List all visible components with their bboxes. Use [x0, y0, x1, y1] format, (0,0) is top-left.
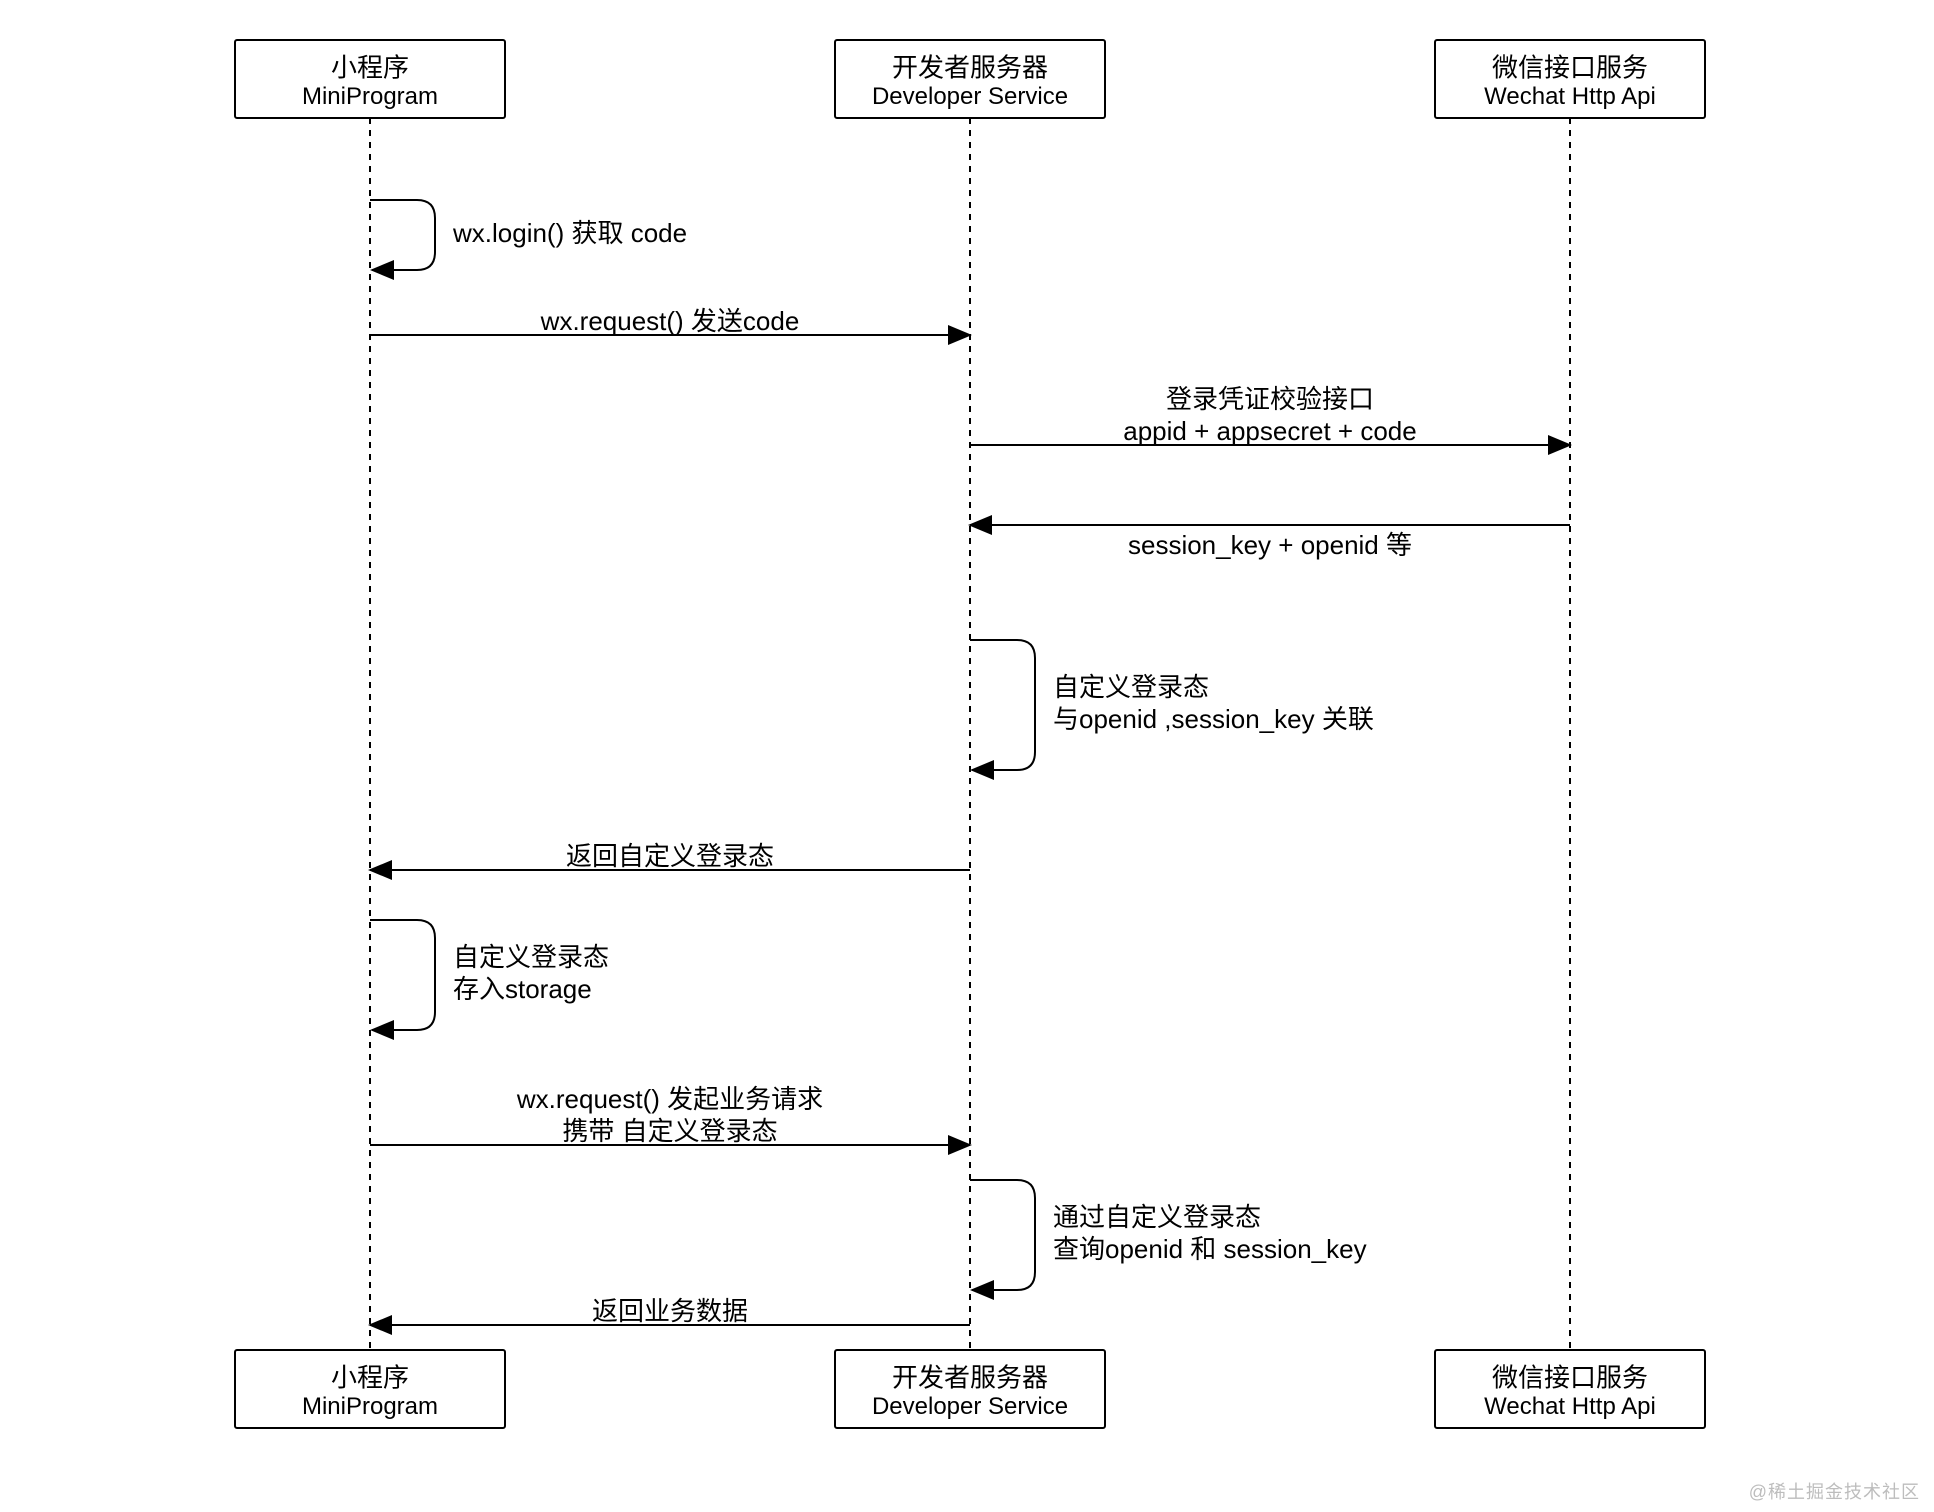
svg-text:查询openid 和 session_key: 查询openid 和 session_key	[1053, 1234, 1367, 1264]
svg-text:Developer Service: Developer Service	[872, 1393, 1068, 1420]
svg-text:存入storage: 存入storage	[453, 974, 592, 1004]
svg-text:返回自定义登录态: 返回自定义登录态	[566, 841, 774, 871]
svg-text:Wechat Http Api: Wechat Http Api	[1484, 83, 1656, 110]
sequence-diagram: 小程序MiniProgram开发者服务器Developer Service微信接…	[0, 0, 1934, 1512]
svg-text:微信接口服务: 微信接口服务	[1492, 1363, 1648, 1393]
svg-text:自定义登录态: 自定义登录态	[1053, 672, 1209, 702]
svg-text:微信接口服务: 微信接口服务	[1492, 53, 1648, 83]
svg-text:与openid ,session_key 关联: 与openid ,session_key 关联	[1053, 704, 1374, 734]
svg-text:Developer Service: Developer Service	[872, 83, 1068, 110]
svg-text:wx.request() 发起业务请求: wx.request() 发起业务请求	[516, 1084, 823, 1114]
svg-text:MiniProgram: MiniProgram	[302, 83, 438, 110]
svg-text:通过自定义登录态: 通过自定义登录态	[1053, 1202, 1261, 1232]
svg-text:appid + appsecret + code: appid + appsecret + code	[1123, 416, 1416, 446]
diagram-svg: 小程序MiniProgram开发者服务器Developer Service微信接…	[0, 0, 1934, 1512]
svg-text:开发者服务器: 开发者服务器	[892, 1363, 1048, 1393]
svg-text:Wechat Http Api: Wechat Http Api	[1484, 1393, 1656, 1420]
svg-text:携带 自定义登录态: 携带 自定义登录态	[562, 1116, 777, 1146]
watermark-text: @稀土掘金技术社区	[1749, 1478, 1920, 1504]
svg-text:小程序: 小程序	[331, 53, 409, 83]
svg-text:返回业务数据: 返回业务数据	[592, 1296, 748, 1326]
svg-text:登录凭证校验接口: 登录凭证校验接口	[1166, 384, 1374, 414]
svg-text:wx.request() 发送code: wx.request() 发送code	[540, 306, 800, 336]
svg-text:自定义登录态: 自定义登录态	[453, 942, 609, 972]
svg-text:MiniProgram: MiniProgram	[302, 1393, 438, 1420]
svg-text:小程序: 小程序	[331, 1363, 409, 1393]
svg-text:wx.login() 获取 code: wx.login() 获取 code	[452, 218, 687, 248]
svg-text:session_key + openid 等: session_key + openid 等	[1128, 530, 1412, 560]
svg-text:开发者服务器: 开发者服务器	[892, 53, 1048, 83]
